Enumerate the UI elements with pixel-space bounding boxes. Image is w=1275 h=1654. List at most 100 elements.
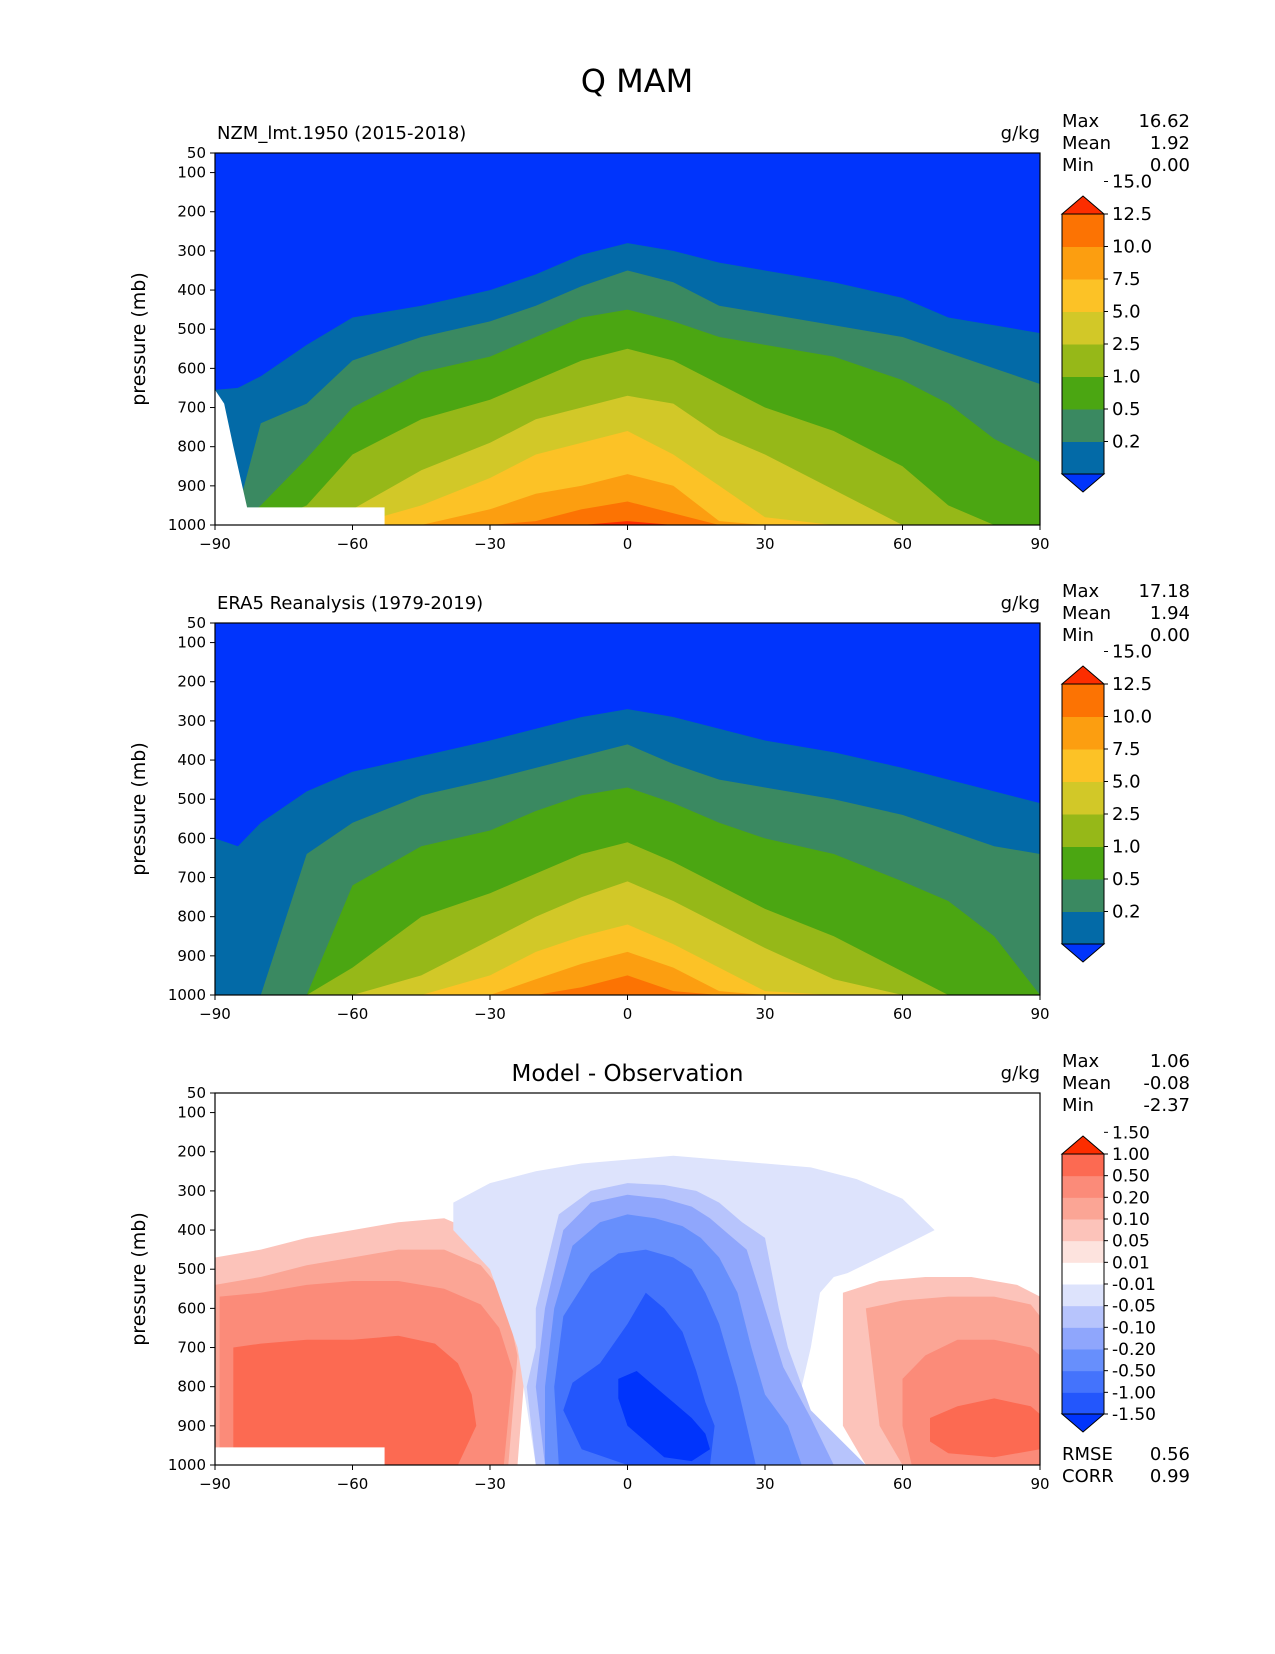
stat-label-mean: Mean [1062,1073,1111,1094]
colorbar-label: 0.05 [1112,1232,1150,1252]
colorbar-label: -1.50 [1112,1405,1156,1425]
x-tick-label: 0 [623,535,633,553]
colorbar-segment [1062,684,1104,717]
x-tick-label: −30 [474,1005,506,1023]
contour-band-15 [215,521,1040,525]
stat-label-min: Min [1062,625,1094,646]
contour-region--1.5 [618,1371,710,1462]
colorbar-label: 2.5 [1112,804,1141,825]
y-tick-label: 900 [177,947,206,965]
y-tick-label: 50 [187,614,206,632]
contour-band-10 [215,951,1040,995]
y-tick-label: 700 [177,399,206,417]
x-tick-label: 90 [1030,535,1049,553]
y-tick-label: 700 [177,869,206,887]
x-tick-label: 0 [623,1475,633,1493]
colorbar-label: 0.2 [1112,902,1141,923]
colorbar-label: 0.5 [1112,869,1141,890]
y-tick-label: 200 [177,203,206,221]
stat-label-min: Min [1062,155,1094,176]
colorbar-label: 12.5 [1112,204,1152,225]
colorbar-segment [1062,1349,1104,1372]
y-tick-label: 700 [177,1339,206,1357]
colorbar: -1.50-1.00-0.50-0.20-0.10-0.05-0.010.010… [1060,1123,1156,1433]
stat-label-max: Max [1062,1051,1100,1072]
colorbar-segment [1062,1284,1104,1307]
y-tick-label: 900 [177,1417,206,1435]
colorbar-segment [1062,376,1104,410]
y-axis-label: pressure (mb) [128,742,150,876]
y-tick-label: 600 [177,829,206,847]
colorbar-label: 10.0 [1112,237,1152,258]
contour-band-12.5 [215,501,1040,525]
colorbar-label: 0.01 [1112,1253,1150,1273]
colorbar-label: 15.0 [1112,172,1152,193]
y-tick-label: 400 [177,751,206,769]
y-tick-label: 800 [177,1378,206,1396]
x-tick-label: −90 [199,1475,231,1493]
colorbar-segment [1062,344,1104,377]
x-tick-label: 90 [1030,1475,1049,1493]
stat-label-min: Min [1062,1095,1094,1116]
stat-value-mean: 1.92 [1150,133,1190,154]
colorbar-extend-high [1060,1135,1106,1155]
colorbar-label: 0.10 [1112,1210,1150,1230]
y-tick-label: 200 [177,1143,206,1161]
x-tick-label: 60 [893,1005,912,1023]
colorbar-segment [1062,1305,1104,1328]
stat-value-mean: -0.08 [1143,1073,1190,1094]
y-tick-label: 50 [187,1084,206,1102]
colorbar-segment [1062,1154,1104,1177]
x-tick-label: 0 [623,1005,633,1023]
colorbar-segment [1062,814,1104,847]
stat-value-max: 17.18 [1138,581,1190,602]
colorbar-segment [1062,279,1104,312]
y-tick-label: 800 [177,908,206,926]
stat-value-rmse: 0.56 [1150,1444,1190,1465]
stat-label-max: Max [1062,111,1100,132]
x-tick-label: −90 [199,535,231,553]
colorbar-segment [1062,1240,1104,1263]
colorbar-label: 15.0 [1112,642,1152,663]
colorbar-label: -1.00 [1112,1383,1156,1403]
colorbar-label: 1.00 [1112,1145,1150,1165]
y-tick-label: 300 [177,1182,206,1200]
y-tick-label: 300 [177,242,206,260]
x-tick-label: −60 [337,1475,369,1493]
stat-value-min: -2.37 [1143,1095,1190,1116]
colorbar-segment [1062,1262,1104,1285]
colorbar-label: 5.0 [1112,772,1141,793]
stat-value-mean: 1.94 [1150,603,1190,624]
colorbar-segment [1062,1392,1104,1415]
colorbar-extend-low [1060,943,1106,963]
colorbar: 0.2 0.5 1.0 2.5 5.0 7.5 10.0 12.5 15.0 [1060,172,1152,493]
colorbar-segment [1062,716,1104,750]
colorbar-segment [1062,911,1104,945]
y-tick-label: 900 [177,477,206,495]
x-tick-label: 90 [1030,1005,1049,1023]
colorbar-label: -0.05 [1112,1297,1156,1317]
y-tick-label: 400 [177,281,206,299]
stat-label-mean: Mean [1062,603,1111,624]
colorbar-label: 0.50 [1112,1167,1150,1187]
y-tick-label: 500 [177,1260,206,1278]
x-tick-label: −60 [337,535,369,553]
panel-title: Model - Observation [511,1061,743,1087]
colorbar-label: 7.5 [1112,269,1141,290]
colorbar-label: 10.0 [1112,707,1152,728]
y-tick-label: 1000 [168,986,206,1004]
colorbar-label: 5.0 [1112,302,1141,323]
colorbar-segment [1062,1219,1104,1242]
stat-value-corr: 0.99 [1150,1466,1190,1487]
x-tick-label: −30 [474,535,506,553]
colorbar-segment [1062,846,1104,880]
y-tick-label: 500 [177,320,206,338]
colorbar-label: -0.10 [1112,1318,1156,1338]
colorbar-segment [1062,246,1104,280]
y-axis-label: pressure (mb) [128,272,150,406]
x-tick-label: −60 [337,1005,369,1023]
colorbar-extend-high [1060,195,1106,215]
